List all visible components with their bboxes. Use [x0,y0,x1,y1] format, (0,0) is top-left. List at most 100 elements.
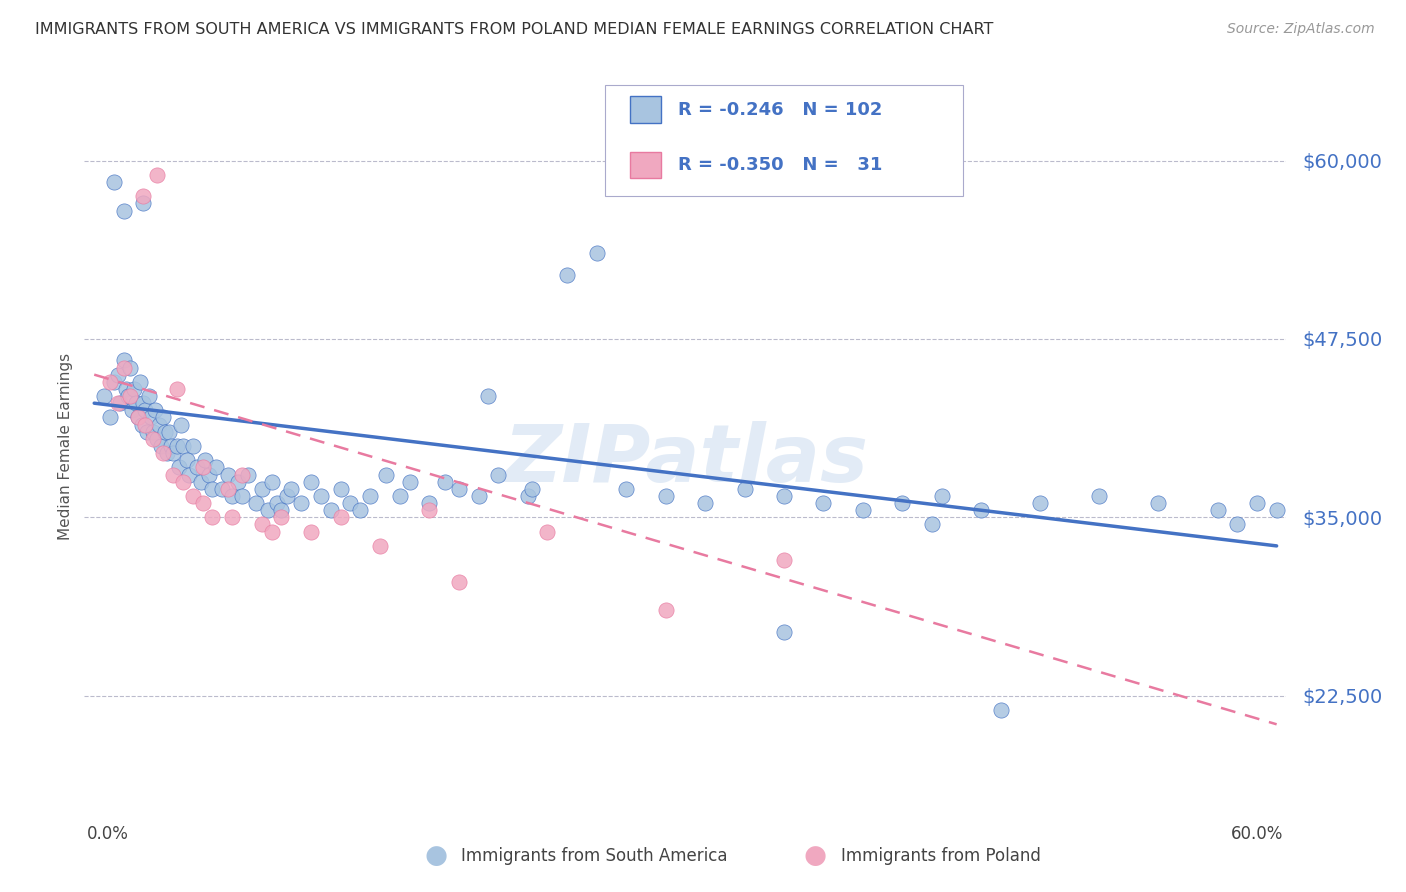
Point [166,439,188,453]
Text: ●: ● [425,843,447,870]
Point [197,467,219,482]
Point [256,503,278,517]
Point [852,503,875,517]
Point [418,503,440,517]
Point [190,475,212,489]
Point [93,389,115,403]
Point [172,475,194,489]
Point [217,482,239,496]
Point [107,396,129,410]
Point [813,496,835,510]
Point [162,467,184,482]
Text: ●: ● [804,843,827,870]
Point [103,175,125,189]
Point [134,403,156,417]
Point [152,446,174,460]
Point [181,439,204,453]
Point [477,389,499,403]
Point [181,489,204,503]
Point [970,503,993,517]
Point [349,503,371,517]
Point [276,489,298,503]
Point [211,482,233,496]
Point [132,196,155,211]
Point [217,467,239,482]
Point [153,425,176,439]
Point [368,539,391,553]
Point [103,375,125,389]
Point [280,482,302,496]
Point [236,467,259,482]
Point [921,517,943,532]
Point [118,389,141,403]
Point [148,417,170,432]
Point [250,482,273,496]
Point [132,396,155,410]
Point [388,489,411,503]
Point [152,410,174,425]
Point [157,425,180,439]
Point [112,360,135,375]
Point [773,624,796,639]
Point [231,489,253,503]
Text: Source: ZipAtlas.com: Source: ZipAtlas.com [1227,22,1375,37]
Point [773,489,796,503]
Point [156,446,179,460]
Point [221,489,243,503]
Point [121,403,143,417]
Point [124,396,146,410]
Point [201,482,224,496]
Point [112,353,135,368]
Point [114,382,136,396]
Point [359,489,381,503]
Point [107,368,129,382]
Point [131,417,153,432]
Point [266,496,288,510]
Point [231,467,253,482]
Point [112,203,135,218]
Point [773,553,796,567]
Point [98,410,121,425]
Point [172,439,194,453]
Y-axis label: Median Female Earnings: Median Female Earnings [58,352,73,540]
Point [555,268,578,282]
Point [160,439,183,453]
Point [170,417,193,432]
Point [309,489,332,503]
Point [486,467,509,482]
Point [143,403,166,417]
Point [990,703,1012,717]
Point [536,524,558,539]
Point [434,475,457,489]
Point [467,489,489,503]
Text: IMMIGRANTS FROM SOUTH AMERICA VS IMMIGRANTS FROM POLAND MEDIAN FEMALE EARNINGS C: IMMIGRANTS FROM SOUTH AMERICA VS IMMIGRA… [35,22,994,37]
Point [167,460,190,475]
Point [339,496,361,510]
Point [520,482,543,496]
Point [734,482,756,496]
Point [134,417,156,432]
Point [299,475,322,489]
Point [142,432,165,446]
Point [290,496,312,510]
Point [132,189,155,203]
Point [1246,496,1268,510]
Point [374,467,396,482]
Point [108,396,131,410]
Point [1029,496,1052,510]
Point [270,503,292,517]
Point [162,446,184,460]
Point [122,382,145,396]
Point [186,460,208,475]
Point [1088,489,1111,503]
Point [138,389,160,403]
Point [205,460,228,475]
Point [136,425,159,439]
Point [1206,503,1229,517]
Point [146,432,169,446]
Point [221,510,243,524]
Point [127,410,149,425]
Point [191,460,214,475]
Point [319,503,342,517]
Text: Immigrants from Poland: Immigrants from Poland [841,847,1040,865]
